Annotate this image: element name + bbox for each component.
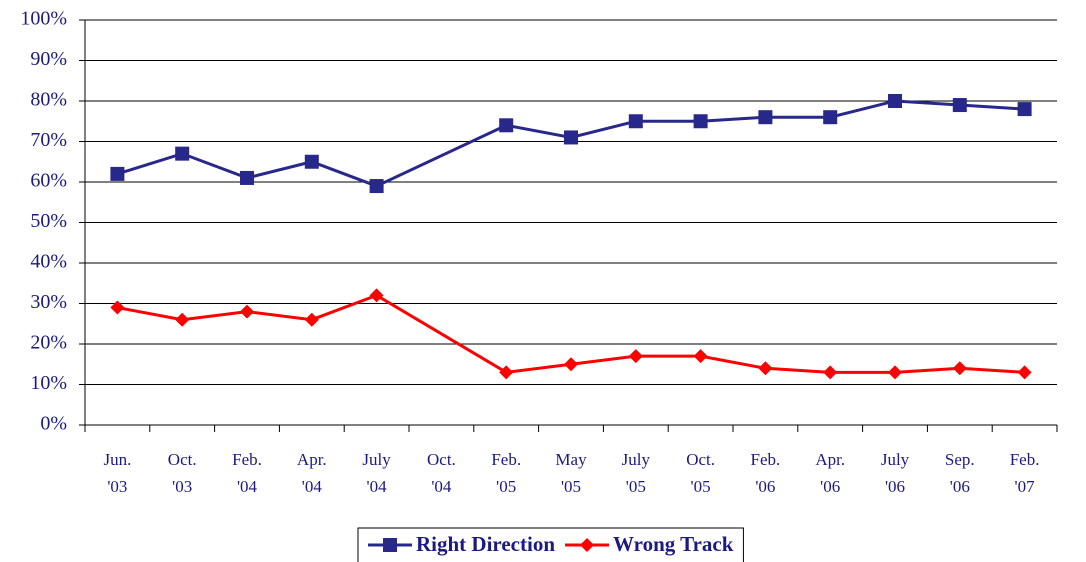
legend-label: Right Direction [416, 532, 555, 556]
y-tick-label: 90% [30, 48, 67, 70]
marker [693, 349, 708, 364]
marker [888, 365, 902, 380]
marker [175, 312, 190, 327]
marker [369, 179, 384, 194]
x-tick-label: Oct. '04 [427, 450, 456, 496]
legend-box [357, 527, 744, 562]
x-tick-label: Apr. '06 [815, 450, 845, 496]
marker [499, 365, 514, 380]
y-tick-label: 0% [40, 413, 67, 435]
y-tick-label: 50% [30, 210, 67, 232]
marker [758, 110, 773, 125]
x-tick-label: Sep. '06 [945, 450, 975, 496]
marker [888, 94, 902, 108]
marker [240, 170, 254, 185]
x-tick-label: July '06 [881, 450, 910, 496]
x-tick-label: Apr. '04 [297, 450, 327, 496]
x-tick-label: July '04 [362, 450, 391, 496]
marker [758, 361, 773, 376]
x-tick-label: Feb. '07 [1010, 450, 1040, 496]
x-tick-label: Feb. '05 [491, 450, 521, 496]
marker [304, 312, 319, 327]
x-tick-label: Jun. '03 [103, 450, 131, 496]
marker [952, 361, 967, 376]
marker [1017, 102, 1032, 117]
marker [369, 288, 384, 303]
legend-label: Wrong Track [613, 532, 734, 556]
x-tick-label: Oct. '05 [686, 450, 715, 496]
marker [564, 357, 578, 372]
y-tick-label: 20% [30, 332, 67, 354]
marker [304, 154, 319, 169]
y-tick-label: 60% [30, 170, 67, 192]
marker [110, 300, 125, 315]
y-tick-label: 10% [30, 372, 67, 394]
x-tick-label: Feb. '06 [751, 450, 781, 496]
x-tick-label: May '05 [555, 450, 587, 496]
y-tick-label: 100% [20, 8, 67, 30]
marker [1017, 365, 1032, 380]
marker [580, 538, 595, 552]
marker [175, 146, 190, 161]
marker [564, 130, 578, 145]
x-tick-label: July '05 [622, 450, 651, 496]
x-tick-label: Oct. '03 [168, 450, 197, 496]
marker [823, 365, 838, 380]
connector [375, 123, 507, 188]
marker [628, 114, 643, 129]
y-tick-label: 70% [30, 129, 67, 151]
marker [383, 538, 397, 552]
marker [240, 304, 254, 319]
marker [628, 349, 643, 364]
marker [823, 110, 838, 125]
connector [375, 294, 507, 374]
legend: Right Direction Wrong Track [357, 527, 744, 562]
marker [693, 114, 708, 129]
marker [110, 166, 125, 181]
y-tick-label: 40% [30, 251, 67, 273]
y-tick-label: 80% [30, 89, 67, 111]
y-tick-label: 30% [30, 291, 67, 313]
marker [952, 98, 967, 113]
marker [499, 118, 514, 133]
x-tick-label: Feb. '04 [232, 450, 262, 496]
